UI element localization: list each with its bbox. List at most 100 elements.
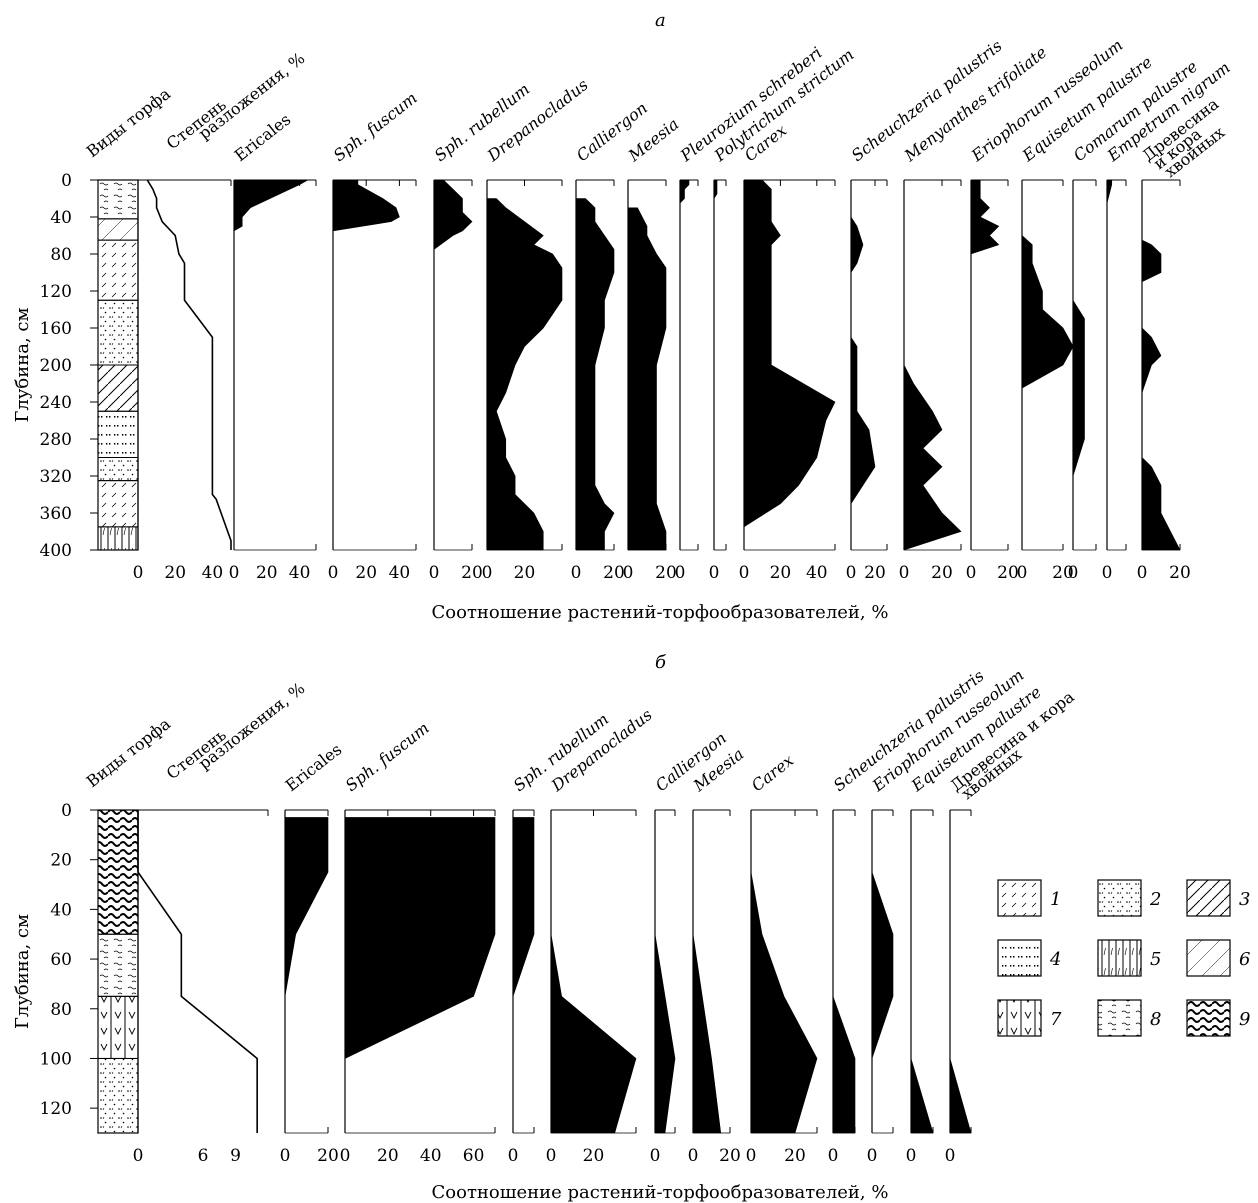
- y-tick-label: 60: [50, 950, 72, 970]
- series-tick-label: 20: [784, 1146, 806, 1166]
- series-area: [654, 934, 676, 1134]
- x-axis-label: Соотношение растений-торфообразователей,…: [432, 1182, 889, 1203]
- series-header: Sph. fuscum: [342, 718, 433, 795]
- series-area: [1021, 234, 1074, 389]
- series-area: [692, 934, 722, 1134]
- legend-number: 5: [1150, 949, 1161, 970]
- y-tick-label: 80: [50, 245, 72, 265]
- peat-layer-type-8: [97, 933, 139, 997]
- series-tick-label: 20: [317, 1146, 339, 1166]
- series-tick-label: 60: [463, 1146, 485, 1166]
- y-tick-label: 400: [40, 541, 72, 561]
- series-tick-label: 20: [1169, 563, 1191, 583]
- series-area: [679, 179, 690, 204]
- series-tick-label: 20: [355, 563, 377, 583]
- series-tick-label: 40: [420, 1146, 442, 1166]
- series-area: [910, 1058, 934, 1134]
- peat-layer-type-8: [97, 179, 139, 220]
- series-tick-label: 20: [583, 1146, 605, 1166]
- series-tick-label: 40: [389, 563, 411, 583]
- decomposition-tick-label: 9: [230, 1146, 241, 1166]
- series-tick-label: 0: [746, 1146, 757, 1166]
- series-header: Ericales: [282, 740, 346, 795]
- series-track-carex: 0 20 Carex: [746, 751, 818, 1166]
- legend-swatch: [997, 999, 1042, 1037]
- series-tick-label: 0: [340, 1146, 351, 1166]
- legend: 1 2 3 4 5 6 7 8 9: [997, 879, 1250, 1037]
- series-tick-label: 20: [770, 563, 792, 583]
- decomposition-line: [137, 810, 258, 1133]
- legend-number: 8: [1150, 1009, 1161, 1030]
- panel-a: Глубина, см04080120160200240280320360400…: [12, 35, 1234, 623]
- series-area: [903, 364, 962, 551]
- series-tick-label: 0: [482, 563, 493, 583]
- decomposition-tick-label: 0: [133, 1146, 144, 1166]
- series-area: [1072, 299, 1085, 477]
- peat-layer-type-4: [97, 410, 139, 458]
- y-tick-label: 280: [40, 430, 72, 450]
- series-tick-label: 0: [675, 563, 686, 583]
- legend-number: 4: [1049, 949, 1061, 970]
- legend-number: 2: [1149, 889, 1161, 910]
- series-tick-label: 0: [280, 1146, 291, 1166]
- peat-layer-type-7: [97, 995, 139, 1059]
- series-header: Ericales: [231, 110, 295, 165]
- series-header: Sph. rubellum: [431, 79, 533, 165]
- series-tick-label: 0: [546, 1146, 557, 1166]
- legend-number: 6: [1239, 949, 1250, 970]
- series-area: [233, 179, 309, 232]
- series-tick-label: 20: [514, 563, 536, 583]
- series-tick-label: 0: [846, 563, 857, 583]
- series-header: Carex: [748, 751, 797, 795]
- series-tick-label: 0: [1137, 563, 1148, 583]
- peat-layer-type-6: [97, 218, 139, 241]
- peat-layer-type-9: [97, 809, 139, 935]
- legend-swatch: [997, 939, 1042, 977]
- y-tick-label: 0: [61, 801, 72, 821]
- series-area: [433, 179, 473, 250]
- series-tick-label: 0: [709, 563, 720, 583]
- peat-layer-type-1: [97, 239, 139, 301]
- series-tick-label: 0: [229, 563, 240, 583]
- series-track-ericales: 0 20 Ericales: [280, 740, 346, 1166]
- legend-swatch: [1097, 999, 1142, 1037]
- legend-number: 9: [1239, 1009, 1250, 1030]
- series-tick-label: 0: [945, 1146, 956, 1166]
- series-tick-label: 0: [828, 1146, 839, 1166]
- series-track-sph-fuscum: 0 20 40 Sph. fuscum: [328, 88, 421, 583]
- series-tick-label: 20: [603, 563, 625, 583]
- series-tick-label: 20: [461, 563, 483, 583]
- series-area: [1106, 179, 1113, 204]
- peat-layer-type-5: [97, 526, 139, 551]
- series-tick-label: 20: [1052, 563, 1074, 583]
- series-track-ericales: 0 20 40 Ericales: [229, 110, 317, 583]
- series-track-sph-fuscum: 0 20 40 60 Sph. fuscum: [340, 718, 496, 1166]
- decomposition-tick-label: 20: [164, 563, 186, 583]
- series-area: [332, 179, 400, 232]
- legend-item-8: 8: [1097, 999, 1161, 1037]
- series-tick-label: 0: [899, 563, 910, 583]
- series-tick-label: 0: [1017, 563, 1028, 583]
- series-area: [949, 1058, 972, 1134]
- decomposition-header-line2: разложения, %: [195, 49, 309, 144]
- y-tick-label: 100: [40, 1049, 72, 1069]
- series-area: [832, 996, 856, 1134]
- series-area: [743, 179, 836, 528]
- decomposition-line: [146, 179, 232, 550]
- legend-swatch: [1186, 999, 1231, 1037]
- legend-item-7: 7: [997, 999, 1062, 1037]
- series-area: [1141, 239, 1181, 551]
- series-tick-label: 0: [650, 1146, 661, 1166]
- series-area: [575, 198, 615, 551]
- decomposition-header-line2: разложения, %: [195, 679, 309, 774]
- series-tick-label: 40: [289, 563, 311, 583]
- series-tick-label: 0: [1068, 563, 1079, 583]
- peat-layer-type-2: [97, 457, 139, 482]
- series-area: [871, 872, 894, 1059]
- decomposition-tick-label: 0: [133, 563, 144, 583]
